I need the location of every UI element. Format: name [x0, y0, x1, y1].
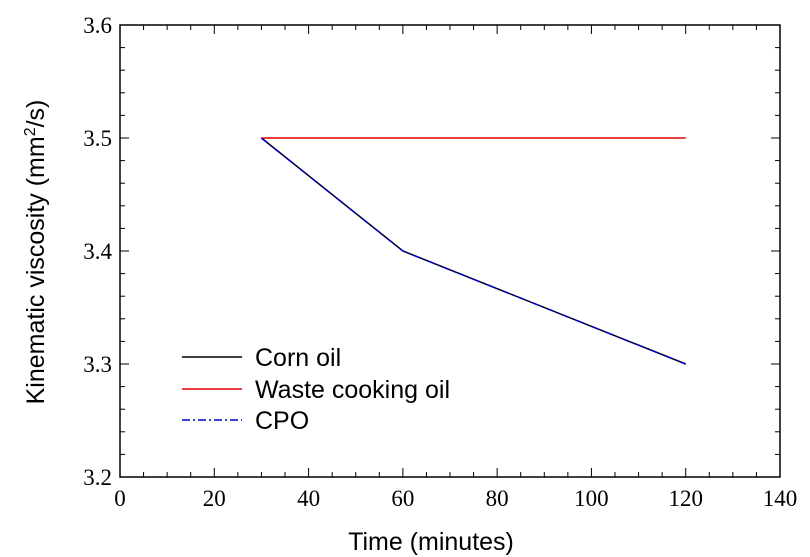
legend-label-cpo: CPO [255, 407, 309, 435]
plot-frame [119, 24, 781, 478]
x-tick-label: 0 [114, 486, 126, 511]
series-line-corn-oil [260, 137, 686, 365]
y-tick-label: 3.5 [83, 126, 112, 151]
x-tick-label: 100 [574, 486, 609, 511]
y-tick-label: 3.2 [83, 465, 112, 490]
series-lines [260, 137, 686, 365]
x-tick-label: 80 [486, 486, 509, 511]
x-tick-label: 20 [203, 486, 226, 511]
legend-label-waste-cooking-oil: Waste cooking oil [255, 376, 450, 404]
tick-labels: 0 20 40 60 80 100 120 140 3.2 3.3 3.4 3.5 3.6 [83, 13, 797, 511]
y-tick-label: 3.4 [83, 239, 112, 264]
y-tick-label: 3.6 [83, 13, 112, 38]
legend: Corn oil Waste cooking oil CPO [182, 344, 450, 435]
y-tick-label: 3.3 [83, 352, 112, 377]
x-tick-label: 60 [391, 486, 414, 511]
x-tick-label: 40 [297, 486, 320, 511]
legend-label-corn-oil: Corn oil [255, 344, 341, 372]
series-line-cpo [260, 137, 686, 365]
y-axis-title-tail: /s) [22, 100, 50, 128]
y-axis-title-superscript: 2 [22, 127, 39, 136]
x-axis-title: Time (minutes) [348, 528, 514, 556]
x-tick-label: 120 [668, 486, 703, 511]
y-axis-title: Kinematic viscosity (mm2/s) [22, 100, 50, 405]
y-axis-title-main: Kinematic viscosity (mm [22, 136, 50, 404]
axis-ticks [119, 24, 781, 478]
x-tick-label: 140 [763, 486, 798, 511]
